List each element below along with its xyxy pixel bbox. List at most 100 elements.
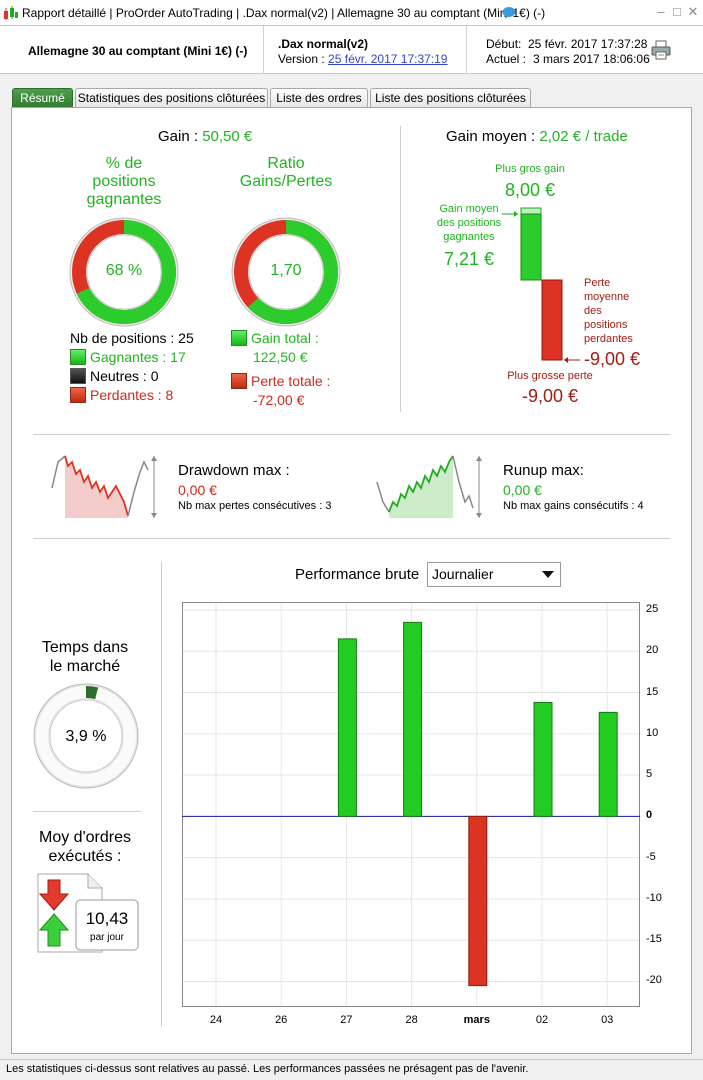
bar-03 (598, 711, 618, 817)
maximize-button[interactable]: □ (673, 4, 681, 19)
avg-gain-value: 2,02 € / trade (539, 128, 628, 145)
ratio-title-line: Ratio (267, 155, 305, 172)
drawdown-sub: Nb max pertes consécutives : 3 (178, 500, 332, 512)
green-square-icon (70, 349, 86, 365)
report-header: Allemagne 30 au comptant (Mini 1€) (-) .… (0, 26, 703, 74)
x-tick-label: 26 (275, 1014, 288, 1026)
avg-win-label-line: gagnantes (443, 231, 495, 243)
start-label: Début: (486, 37, 522, 51)
total-gain-value: 122,50 € (253, 349, 308, 365)
market-time-arc (36, 686, 136, 786)
avg-gain-row: Gain moyen : 2,02 € / trade (446, 128, 628, 145)
performance-title: Performance brute (295, 566, 420, 583)
market-time-title: Temps dans le marché (30, 638, 140, 676)
avg-loss-label: Perte moyenne des positions perdantes (584, 276, 633, 346)
y-tick-label: 25 (646, 603, 659, 615)
header-divider (466, 26, 467, 74)
gain-value: 50,50 € (202, 128, 253, 145)
gain-row: Gain : 50,50 € (158, 128, 252, 145)
avg-loss-label-line: des (584, 305, 602, 317)
tab-closed-positions-list[interactable]: Liste des positions clôturées (370, 88, 531, 108)
biggest-gain-bar (520, 207, 542, 215)
runup-label: Runup max: (503, 462, 584, 479)
y-tick-label: -10 (646, 891, 662, 904)
black-square-icon (70, 368, 86, 384)
winning-pct-donut (69, 217, 179, 327)
chevron-down-icon (542, 571, 554, 578)
avg-loss-bar (541, 279, 563, 361)
tab-resume[interactable]: Résumé (12, 88, 73, 108)
x-tick-label: 03 (601, 1014, 614, 1026)
win-loss-bars (502, 207, 580, 363)
performance-chart (182, 602, 640, 1007)
bar-mars (468, 815, 488, 987)
version-row: Version : 25 févr. 2017 17:37:19 (278, 52, 447, 66)
ratio-value: 1,70 (270, 262, 302, 279)
version-link[interactable]: 25 févr. 2017 17:37:19 (328, 52, 448, 66)
chat-bubble-icon[interactable] (502, 6, 516, 19)
tab-closed-positions-stats[interactable]: Statistiques des positions clôturées (75, 88, 268, 108)
period-select[interactable]: Journalier (427, 562, 561, 587)
market-time-donut (33, 683, 139, 789)
column-divider (161, 562, 162, 1027)
minimize-button[interactable]: – (657, 4, 665, 19)
bar-02 (533, 701, 553, 817)
start-value: 25 févr. 2017 17:37:28 (528, 37, 648, 51)
printer-icon[interactable] (651, 40, 671, 60)
close-button[interactable]: ✕ (687, 4, 699, 19)
y-tick-label: 20 (646, 644, 659, 657)
y-tick-label: -15 (646, 933, 662, 946)
gain-label: Gain : (158, 128, 203, 145)
orders-title-line: Moy d'ordres (39, 829, 131, 846)
y-tick-label: 15 (646, 685, 659, 698)
winners-row: Gagnantes : 17 (70, 349, 186, 365)
app-candlestick-icon (4, 6, 18, 20)
instrument-name: Allemagne 30 au comptant (Mini 1€) (-) (28, 44, 248, 58)
nb-positions: Nb de positions : 25 (70, 330, 194, 346)
x-tick-label: 24 (209, 1014, 223, 1026)
y-tick-label: -20 (646, 974, 662, 987)
drawdown-label: Drawdown max : (178, 462, 290, 479)
title-bar: Rapport détaillé | ProOrder AutoTrading … (0, 0, 703, 26)
orders-unit: par jour (90, 932, 124, 943)
x-tick-label: mars (463, 1014, 490, 1026)
orders-title-line: exécutés : (48, 848, 122, 865)
winning-pct-value: 68 % (105, 262, 143, 279)
neutrals-row: Neutres : 0 (70, 368, 158, 384)
avg-win-label-line: des positions (436, 217, 502, 229)
section-divider (33, 434, 670, 435)
header-divider (263, 26, 264, 74)
losers-row: Perdantes : 8 (70, 387, 173, 403)
section-divider (33, 538, 670, 539)
total-loss-label: Perte totale : (251, 373, 331, 389)
ratio-title: Ratio Gains/Pertes (224, 155, 348, 191)
tab-orders-list[interactable]: Liste des ordres (270, 88, 368, 108)
orders-value: 10,43 (85, 909, 129, 928)
x-tick-label: 02 (535, 1014, 549, 1026)
version-label: Version : (278, 52, 325, 66)
total-gain-label: Gain total : (251, 330, 319, 346)
winning-pct-title-line: gagnantes (86, 191, 162, 208)
biggest-loss-label: Plus grosse perte (507, 370, 593, 382)
avg-loss-label-line: positions (584, 319, 628, 331)
ratio-donut (231, 217, 341, 327)
total-loss-value: -72,00 € (253, 392, 305, 408)
x-tick-label: 28 (405, 1014, 418, 1026)
period-selected: Journalier (432, 566, 494, 582)
runup-sparkline (376, 455, 482, 518)
avg-loss-label-line: perdantes (584, 333, 633, 345)
avg-loss-label-line: Perte (584, 277, 611, 289)
avg-loss-value: -9,00 € (584, 349, 641, 369)
x-tick-label: 27 (340, 1014, 353, 1026)
drawdown-sparkline (51, 455, 157, 518)
avg-win-label: Gain moyen des positions gagnantes (424, 202, 514, 244)
y-tick-label: 5 (646, 768, 653, 781)
winning-pct-title: % de positions gagnantes (62, 155, 186, 209)
neutrals-count: Neutres : 0 (90, 368, 159, 384)
runup-value: 0,00 € (503, 482, 542, 498)
bar-28 (403, 621, 423, 817)
red-square-icon (70, 387, 86, 403)
orders-icon (37, 873, 139, 953)
winners-count: Gagnantes : 17 (90, 349, 186, 365)
orders-title: Moy d'ordres exécutés : (30, 828, 140, 866)
